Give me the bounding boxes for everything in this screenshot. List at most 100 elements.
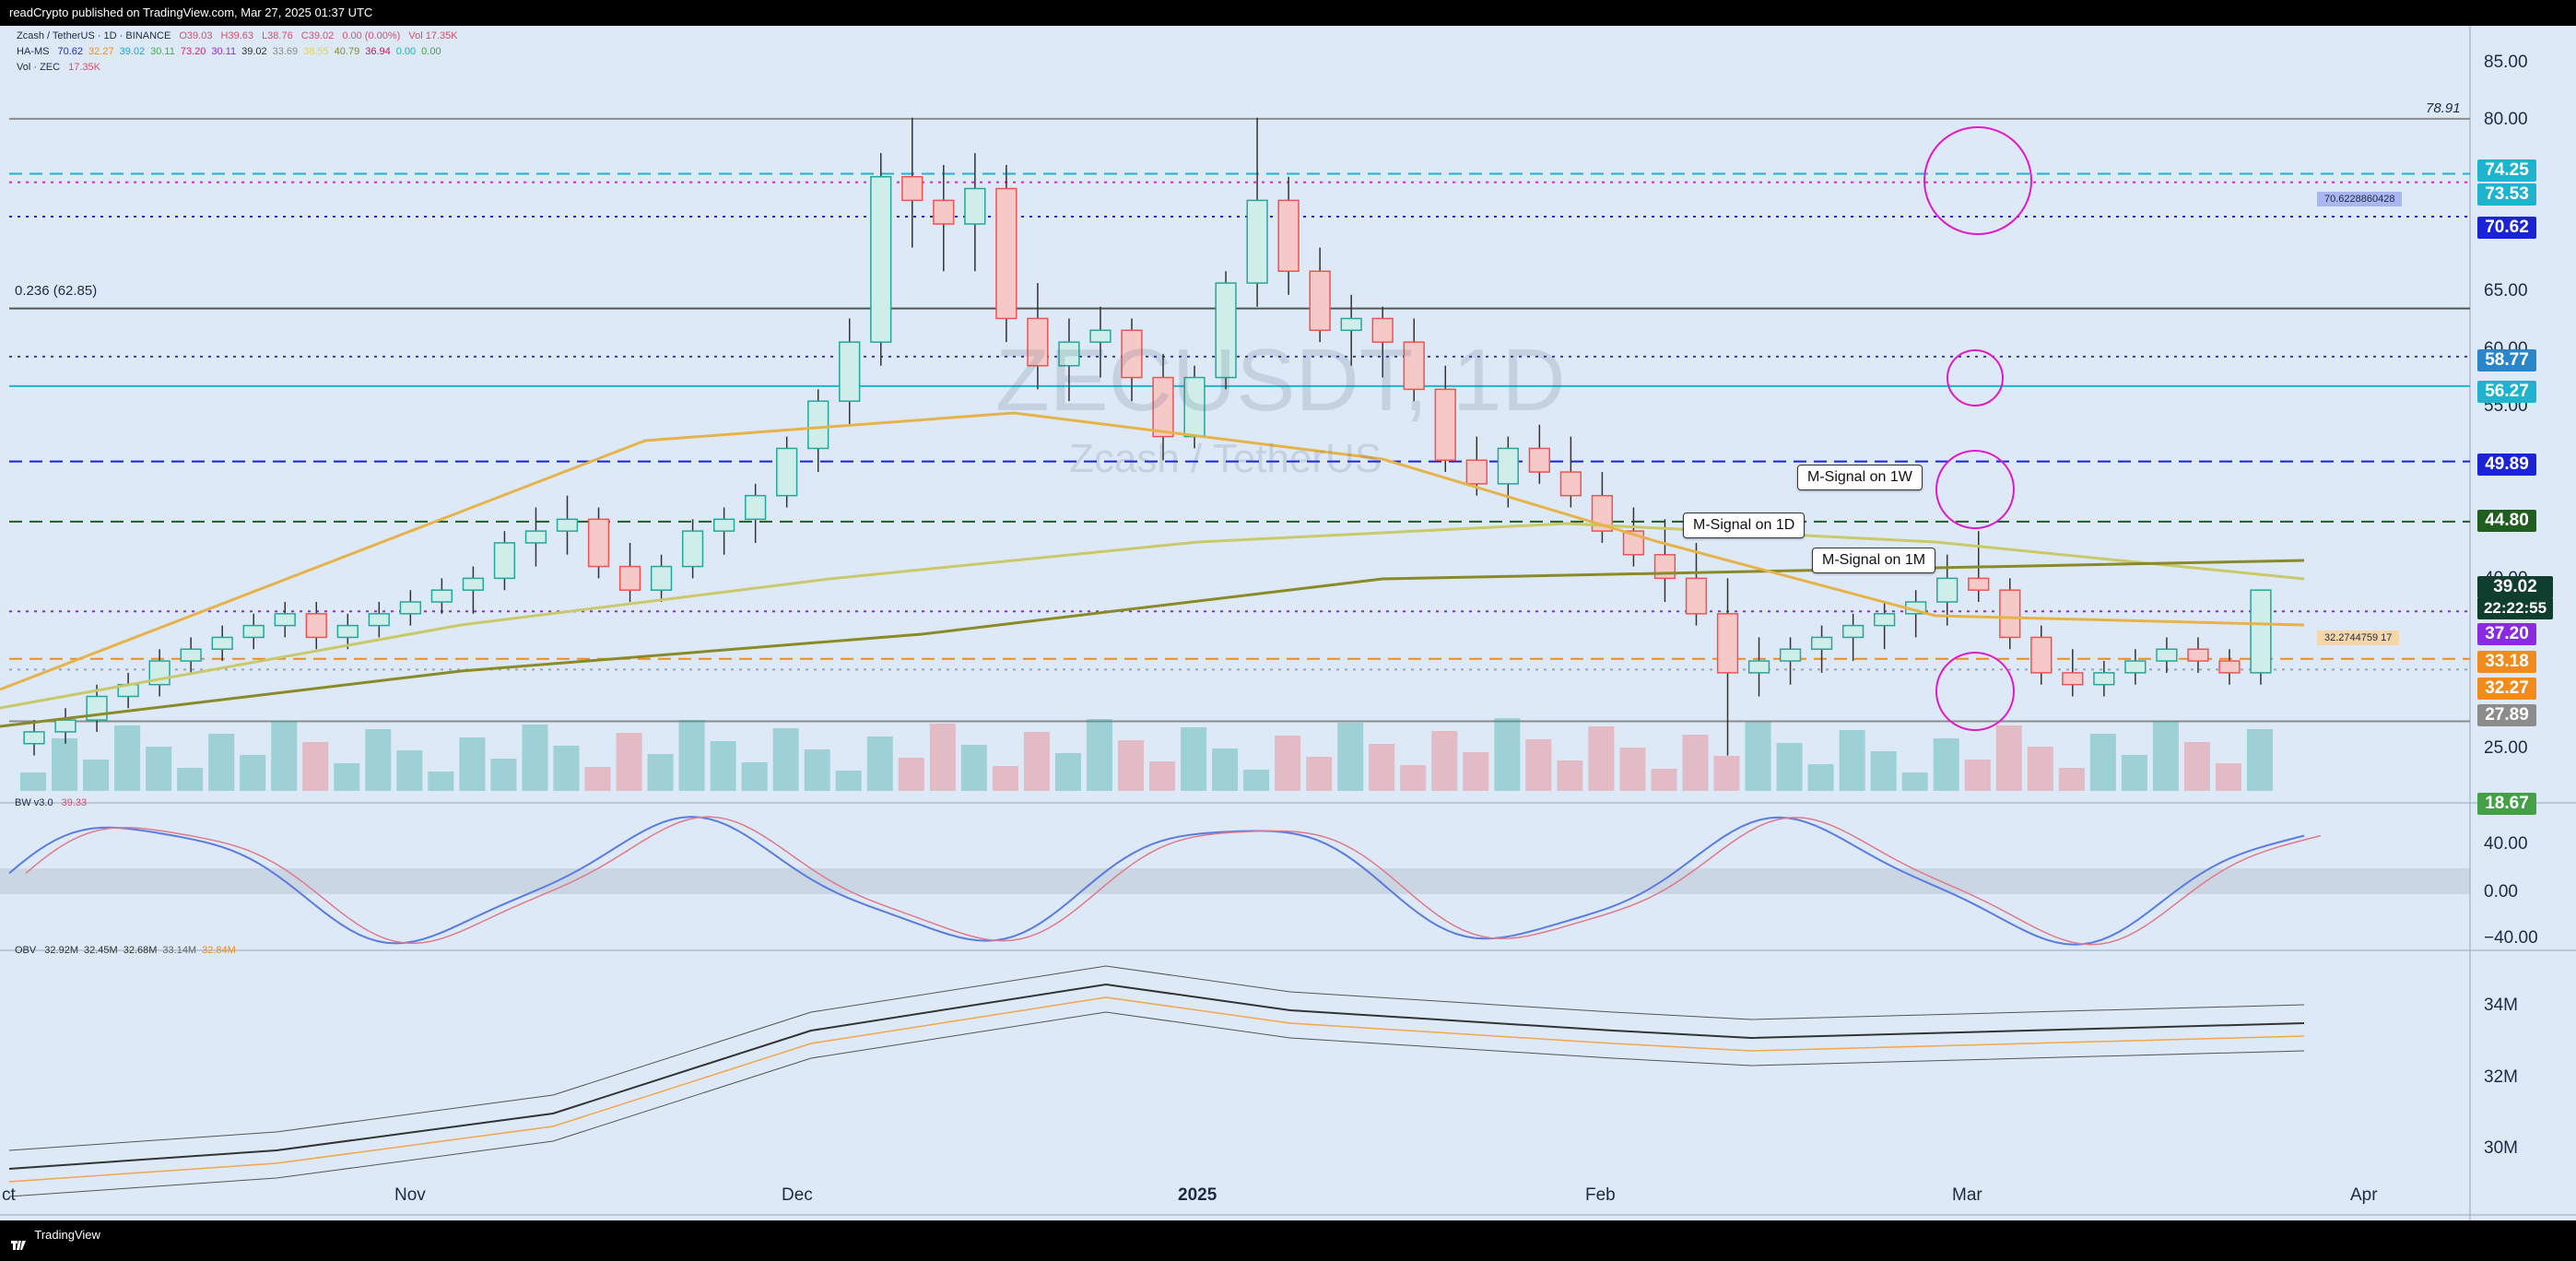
- volume-bar: [522, 725, 548, 791]
- legend-vol[interactable]: Vol · ZEC 17.35K: [17, 62, 106, 73]
- candle-body: [2124, 660, 2147, 674]
- candle-body: [2218, 660, 2241, 674]
- candle-body: [1685, 577, 1708, 615]
- tradingview-logo-icon[interactable]: [11, 1232, 26, 1250]
- highlight-circle: [1935, 450, 2015, 529]
- volume-bar: [2246, 729, 2273, 791]
- bw-label[interactable]: BW v3.0: [15, 797, 53, 808]
- volume-bar: [459, 737, 486, 791]
- legend-symbol[interactable]: Zcash / TetherUS · 1D · BINANCE: [17, 30, 171, 41]
- candle-body: [1434, 388, 1456, 461]
- main-pane: [0, 26, 2470, 793]
- published-text: readCrypto published on TradingView.com,…: [9, 6, 373, 19]
- candle-body: [1999, 589, 2021, 639]
- price-tag: 56.27: [2477, 381, 2536, 403]
- candle-body: [1058, 341, 1080, 367]
- price-tag: 44.80: [2477, 510, 2536, 532]
- volume-bar: [804, 749, 830, 791]
- obv-value: 32.68M: [123, 945, 158, 956]
- volume-bar: [1964, 760, 1991, 791]
- bw-zero-band: [0, 868, 2470, 894]
- obv-axis-label: 32M: [2484, 1067, 2518, 1087]
- footer-brand[interactable]: TradingView: [34, 1228, 100, 1242]
- price-tag: 73.53: [2477, 183, 2536, 206]
- time-axis-label: Apr: [2350, 1185, 2378, 1205]
- volume-bar: [960, 745, 987, 791]
- candle-body: [1246, 199, 1268, 284]
- candle-body: [1559, 471, 1582, 497]
- obv-legend[interactable]: OBV 32.92M 32.45M 32.68M 33.14M 32.84M: [15, 945, 241, 956]
- volume-bar: [1181, 727, 1207, 791]
- volume-bar: [1117, 740, 1144, 791]
- volume-bar: [428, 772, 454, 791]
- legend-main[interactable]: Zcash / TetherUS · 1D · BINANCE O39.03 H…: [17, 30, 464, 41]
- volume-bar: [334, 763, 360, 791]
- volume-bar: [1086, 719, 1112, 791]
- legend-volume: Vol 17.35K: [408, 30, 458, 41]
- msignal-line: [0, 411, 2305, 691]
- candle-body: [1340, 317, 1362, 332]
- price-axis-label: 80.00: [2484, 110, 2528, 129]
- fib-label: 0.236 (62.85): [15, 283, 98, 299]
- price-tag: 33.18: [2477, 651, 2536, 673]
- candle-body: [556, 518, 579, 532]
- legend-close: C39.02: [300, 30, 335, 41]
- volume-bar: [1275, 736, 1301, 791]
- price-tag: 22:22:55: [2477, 597, 2553, 619]
- candle-body: [1968, 577, 1990, 591]
- legend-vol-label[interactable]: Vol · ZEC: [17, 62, 61, 73]
- volume-bar: [929, 724, 956, 791]
- candle-body: [274, 613, 296, 627]
- obv-value: 32.92M: [44, 945, 78, 956]
- published-banner: readCrypto published on TradingView.com,…: [0, 0, 2576, 26]
- candle-body: [1309, 270, 1331, 332]
- legend-hams-value: 73.20: [180, 46, 206, 57]
- candle-body: [1936, 577, 1958, 603]
- legend-hams[interactable]: HA-MS 70.62 32.27 39.02 30.11 73.20 30.11 39.0…: [17, 46, 447, 57]
- footer-bar: TradingView: [0, 1220, 2576, 1250]
- candle-body: [430, 589, 453, 603]
- price-tag: 18.67: [2477, 793, 2536, 815]
- legend-hams-label[interactable]: HA-MS: [17, 46, 50, 57]
- obv-axis-label: 34M: [2484, 996, 2518, 1015]
- volume-bar: [1369, 744, 1395, 791]
- obv-ma-line: [8, 996, 2305, 1183]
- price-tag: 39.02: [2477, 576, 2553, 598]
- volume-bar: [1870, 751, 1897, 791]
- obv-upper-band: [8, 965, 2305, 1151]
- legend-hams-value: 40.79: [334, 46, 360, 57]
- time-axis-label: ct: [2, 1185, 16, 1205]
- price-axis-label: 85.00: [2484, 53, 2528, 72]
- legend-hams-value: 39.02: [241, 46, 267, 57]
- highlight-circle: [1947, 349, 2004, 407]
- candle-body: [1121, 329, 1143, 379]
- time-axis-label: Mar: [1952, 1185, 1982, 1205]
- volume-bar: [1337, 723, 1364, 791]
- bw-legend[interactable]: BW v3.0 39.33: [15, 797, 92, 808]
- obv-label[interactable]: OBV: [15, 945, 37, 956]
- volume-bar: [1525, 739, 1552, 791]
- volume-bar: [83, 760, 110, 791]
- legend-hams-value: 30.11: [150, 46, 175, 57]
- legend-hams-value: 30.11: [211, 46, 237, 57]
- bw-axis-label: 0.00: [2484, 882, 2518, 902]
- time-axis-label: Feb: [1585, 1185, 1616, 1205]
- candle-body: [1152, 376, 1174, 438]
- candle-body: [2062, 672, 2084, 686]
- volume-bar: [1463, 752, 1489, 791]
- chart-frame: ZECUSDT, 1D Zcash / TetherUS Zcash / Tet…: [0, 26, 2576, 1220]
- volume-bar: [2121, 755, 2147, 791]
- bw-signal-line: [25, 816, 2322, 946]
- bw-value: 39.33: [61, 797, 88, 808]
- volume-bar: [396, 750, 423, 791]
- obv-lower-band: [8, 1011, 2305, 1197]
- obv-value: 32.84M: [202, 945, 236, 956]
- candle-body: [2187, 648, 2209, 662]
- volume-bar: [1212, 748, 1239, 791]
- volume-bar: [1306, 757, 1333, 791]
- chart-canvas[interactable]: [0, 26, 2576, 1220]
- candle-body: [211, 636, 233, 650]
- volume-bar: [2089, 734, 2116, 791]
- price-tag: 32.27: [2477, 678, 2536, 700]
- level-label-7891: 78.91: [2426, 100, 2461, 116]
